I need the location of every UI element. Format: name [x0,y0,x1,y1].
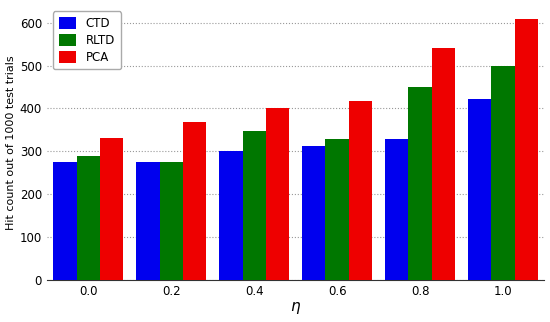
Bar [219,151,243,280]
Bar [136,162,160,280]
Bar [100,138,123,280]
Bar [468,99,491,280]
Bar [160,162,183,280]
Bar [302,146,326,280]
Bar [385,139,409,280]
X-axis label: $\eta$: $\eta$ [290,300,301,317]
Bar [266,108,289,280]
Legend: CTD, RLTD, PCA: CTD, RLTD, PCA [53,12,121,70]
Bar [326,139,349,280]
Bar [183,122,206,280]
Bar [76,156,100,280]
Bar [53,162,76,280]
Bar [432,48,455,280]
Bar [409,87,432,280]
Bar [491,66,515,280]
Bar [515,19,538,280]
Bar [243,131,266,280]
Bar [349,101,372,280]
Y-axis label: Hit count out of 1000 test trials: Hit count out of 1000 test trials [6,55,15,230]
